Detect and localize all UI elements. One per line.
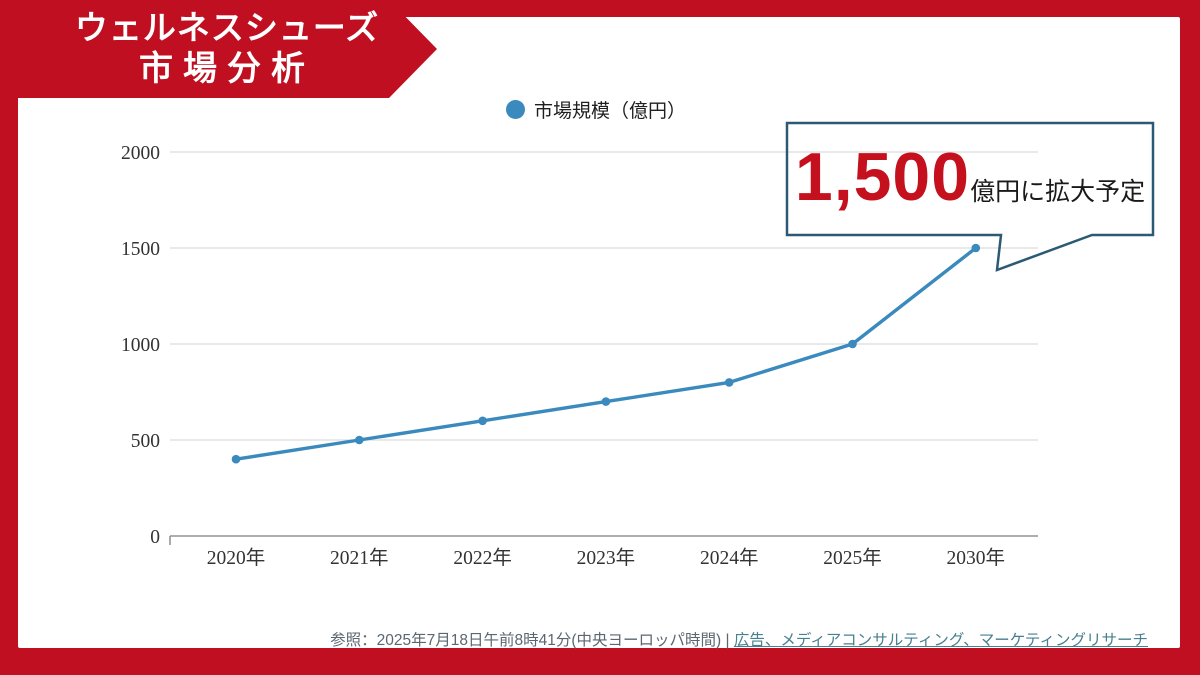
callout-suffix: 億円に拡大予定 [970, 179, 1146, 206]
chart-legend[interactable]: 市場規模（億円） [506, 96, 686, 123]
data-point [971, 243, 981, 253]
data-point [478, 416, 487, 426]
x-tick-label: 2030年 [947, 547, 1006, 569]
data-point [231, 454, 241, 464]
x-tick-label: 2020年 [207, 547, 266, 569]
data-point [848, 339, 857, 349]
x-tick-label: 2023年 [577, 547, 636, 569]
y-tick-label: 2000 [121, 143, 160, 164]
legend-marker-icon [506, 100, 525, 119]
line-series [234, 246, 978, 461]
source-link[interactable]: 広告、メディアコンサルティング、マーケティングリサーチ [733, 632, 1148, 650]
page-title: ウェルネスシューズ 市場分析 [22, 7, 432, 89]
callout-value: 1,500 [794, 139, 971, 215]
y-tick-label: 1000 [121, 335, 160, 356]
page-title-line1: ウェルネスシューズ [74, 9, 380, 46]
footer: 参照：2025年7月18日午前8時41分(中央ヨーロッパ時間) | 広告、メディ… [18, 632, 1148, 651]
y-tick-label: 500 [131, 431, 160, 452]
page-title-line2: 市場分析 [139, 50, 315, 88]
y-tick-label: 1500 [121, 239, 160, 260]
callout-bubble-outline [785, 121, 1155, 272]
x-tick-label: 2024年 [700, 547, 759, 569]
title-banner: ウェルネスシューズ 市場分析 [0, 0, 437, 98]
data-point [601, 397, 611, 406]
data-point [724, 378, 734, 387]
x-tick-label: 2022年 [453, 547, 512, 569]
reference-text: 参照：2025年7月18日午前8時41分(中央ヨーロッパ時間) | [330, 632, 730, 650]
data-point [355, 435, 364, 445]
y-tick-label: 0 [150, 527, 160, 548]
x-tick-label: 2021年 [330, 547, 389, 569]
callout-annotation: 1,500 億円に拡大予定 [789, 123, 1151, 235]
x-tick-label: 2025年 [823, 547, 882, 569]
legend-label: 市場規模（億円） [534, 101, 687, 122]
